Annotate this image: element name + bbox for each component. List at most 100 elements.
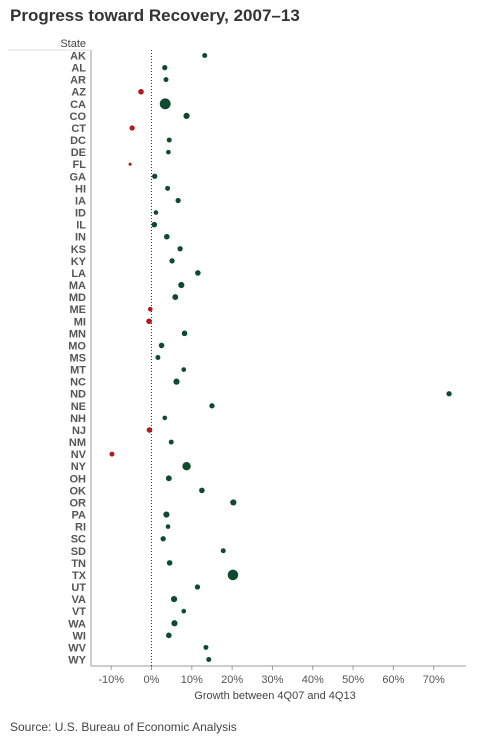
state-label: MD [69,292,86,304]
data-point [153,210,159,215]
state-label: MA [69,280,86,292]
data-point [166,149,171,155]
state-label: DE [71,147,86,159]
data-point [182,462,191,471]
data-point [227,569,239,581]
state-label: MO [68,340,86,352]
state-label: KY [71,256,87,268]
data-point [181,367,187,372]
data-point [166,632,172,639]
x-tick-label: 70% [423,674,445,686]
data-point [209,403,215,409]
data-point [173,378,180,385]
state-label: CA [70,99,86,111]
data-point [446,391,452,397]
data-point [172,294,179,301]
x-tick-label: 40% [302,674,324,686]
state-label: NC [70,377,86,389]
state-label: AZ [71,87,86,99]
data-point [138,88,144,95]
data-point [165,475,172,482]
y-tick-labels: AKALARAZCACOCTDCDEFLGAHIIAIDILINKSKYLAMA… [68,51,86,667]
state-label: SC [71,534,86,546]
state-label: SD [71,546,86,558]
state-label: FL [73,159,87,171]
state-label: IN [75,232,86,244]
data-point [195,270,201,276]
data-point [159,98,171,110]
data-point [151,221,158,228]
state-label: RI [75,522,86,534]
state-label: NE [71,401,86,413]
x-tick-label: 60% [382,674,404,686]
state-label: WY [68,655,86,667]
data-point [175,197,181,204]
state-label: OK [70,485,87,497]
state-label: AL [71,63,86,75]
data-point [162,64,168,71]
data-point [129,125,135,131]
x-tick-label: 0% [144,674,160,686]
state-label: MS [70,353,87,365]
state-label: MT [70,365,86,377]
state-label: LA [71,268,86,280]
state-label: AR [70,75,86,87]
data-point [152,173,158,179]
data-point [165,524,171,529]
data-point [160,536,166,542]
data-point [194,584,201,590]
data-point [178,281,185,289]
y-axis-label: State [60,38,86,50]
data-point [171,620,178,627]
data-point [199,487,205,494]
state-label: IA [75,195,86,207]
data-point [147,306,153,312]
data-point [163,511,170,518]
x-tick-labels: -10% 0% 10% 20% 30% 40% 50% 60% 70% [98,666,445,686]
state-label: WA [68,618,86,630]
data-point [181,330,188,337]
data-point [128,162,132,166]
x-tick-label: 20% [221,674,243,686]
state-label: MI [74,316,86,328]
data-point [169,258,175,264]
state-label: NH [70,413,86,425]
state-label: KS [71,244,86,256]
state-label: DC [70,135,86,147]
state-label: AK [70,51,86,63]
source-note: Source: U.S. Bureau of Economic Analysis [10,720,237,734]
state-label: UT [71,582,86,594]
data-point [164,233,170,240]
data-point [168,439,174,445]
data-point [220,548,226,554]
state-label: NV [71,449,87,461]
data-point [146,318,152,325]
state-label: NJ [72,425,86,437]
x-axis-label: Growth between 4Q07 and 4Q13 [194,690,355,702]
data-point [109,451,115,457]
data-point [230,499,237,506]
data-point [162,415,168,421]
state-label: HI [75,183,86,195]
chart-title: Progress toward Recovery, 2007–13 [10,6,300,25]
data-point [170,596,178,603]
data-point [166,137,172,143]
data-point [183,112,190,119]
state-label: TX [72,570,87,582]
x-tick-label: 50% [342,674,364,686]
x-tick-label: 30% [261,674,283,686]
data-point [181,608,187,614]
state-label: NY [71,461,87,473]
state-label: ID [75,208,86,220]
state-label: PA [72,510,87,522]
data-point [177,246,183,252]
state-label: WI [73,630,86,642]
data-point [165,185,171,191]
state-label: CO [70,111,87,123]
data-point [203,644,209,650]
state-label: ME [70,304,87,316]
state-label: NM [69,437,86,449]
state-label: GA [70,171,87,183]
state-label: MN [69,328,86,340]
